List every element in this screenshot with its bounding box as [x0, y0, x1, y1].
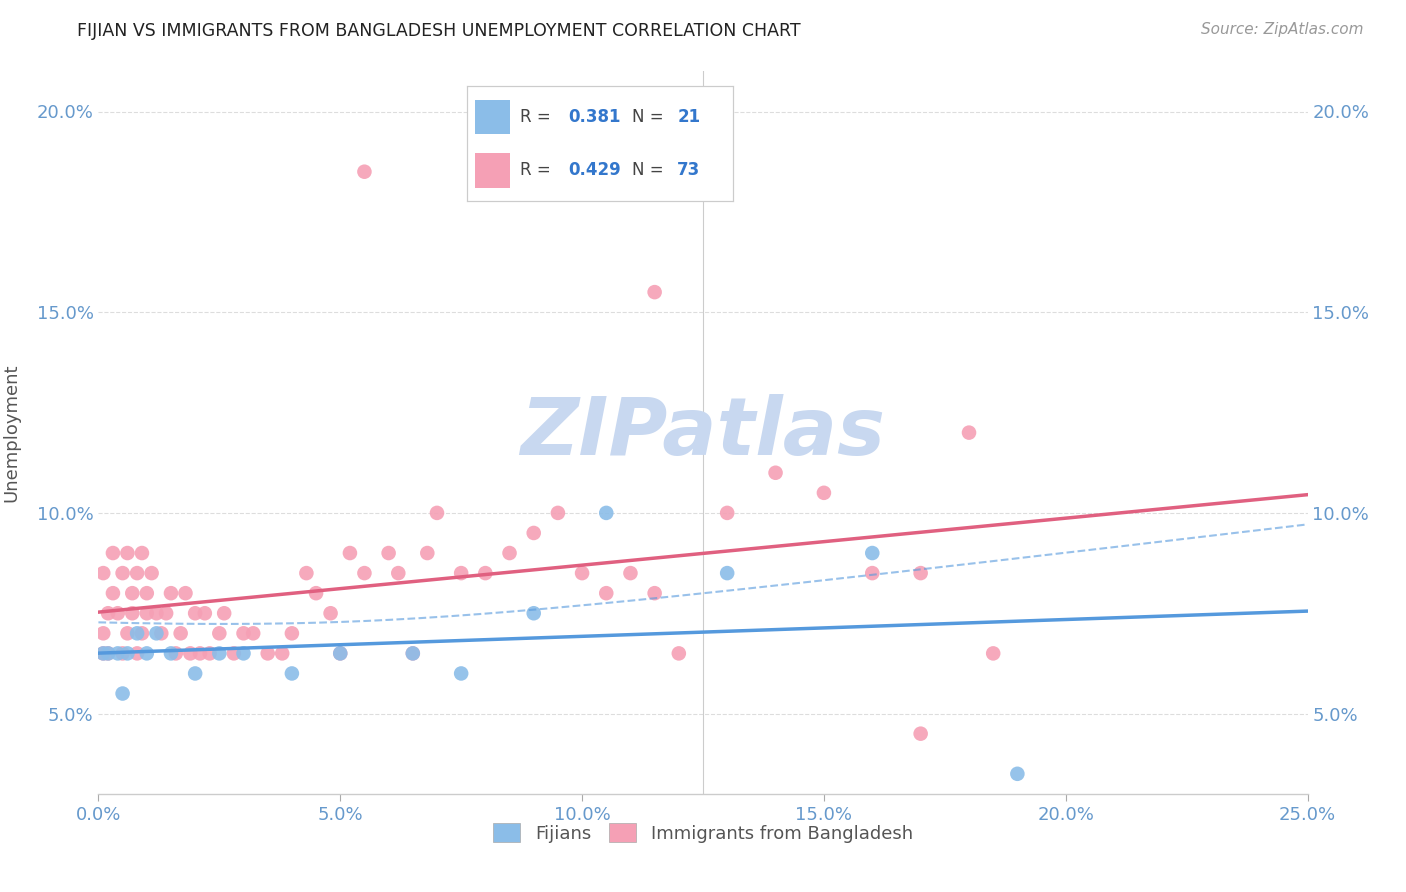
Point	[97, 646, 120, 660]
Text: Source: ZipAtlas.com: Source: ZipAtlas.com	[1201, 22, 1364, 37]
Point	[127, 626, 149, 640]
Point	[184, 607, 207, 621]
Point	[271, 646, 294, 660]
Legend: Fijians, Immigrants from Bangladesh: Fijians, Immigrants from Bangladesh	[486, 816, 920, 850]
Point	[232, 626, 254, 640]
Point	[91, 646, 114, 660]
Text: FIJIAN VS IMMIGRANTS FROM BANGLADESH UNEMPLOYMENT CORRELATION CHART: FIJIAN VS IMMIGRANTS FROM BANGLADESH UNE…	[77, 22, 801, 40]
Point	[450, 566, 472, 581]
Point	[619, 566, 641, 581]
Point	[127, 646, 149, 660]
Point	[101, 546, 124, 560]
Point	[813, 486, 835, 500]
Point	[141, 566, 163, 581]
Point	[281, 666, 304, 681]
Point	[165, 646, 187, 660]
Point	[595, 506, 617, 520]
Point	[111, 687, 134, 701]
Point	[121, 607, 143, 621]
Point	[474, 566, 496, 581]
Point	[97, 646, 120, 660]
Point	[174, 586, 197, 600]
Point	[450, 666, 472, 681]
Point	[765, 466, 787, 480]
Point	[1007, 766, 1029, 781]
Point	[212, 607, 235, 621]
Point	[145, 626, 167, 640]
Point	[198, 646, 221, 660]
Point	[644, 285, 666, 300]
Point	[256, 646, 278, 660]
Point	[957, 425, 980, 440]
Point	[281, 626, 304, 640]
Point	[91, 566, 114, 581]
Point	[179, 646, 201, 660]
Point	[155, 607, 177, 621]
Point	[377, 546, 399, 560]
Point	[232, 646, 254, 660]
Point	[222, 646, 245, 660]
Point	[91, 646, 114, 660]
Point	[860, 546, 883, 560]
Point	[91, 626, 114, 640]
Point	[135, 607, 157, 621]
Point	[498, 546, 520, 560]
Point	[595, 586, 617, 600]
Point	[111, 566, 134, 581]
Point	[97, 607, 120, 621]
Point	[547, 506, 569, 520]
Point	[319, 607, 342, 621]
Point	[160, 646, 183, 660]
Point	[860, 566, 883, 581]
Point	[329, 646, 352, 660]
Point	[117, 626, 139, 640]
Point	[305, 586, 328, 600]
Point	[111, 646, 134, 660]
Point	[184, 666, 207, 681]
Point	[131, 626, 153, 640]
Point	[329, 646, 352, 660]
Point	[194, 607, 217, 621]
Point	[416, 546, 439, 560]
Point	[242, 626, 264, 640]
Point	[135, 646, 157, 660]
Point	[101, 586, 124, 600]
Point	[135, 586, 157, 600]
Point	[426, 506, 449, 520]
Point	[910, 566, 932, 581]
Point	[523, 526, 546, 541]
Point	[353, 164, 375, 178]
Point	[339, 546, 361, 560]
Point	[160, 586, 183, 600]
Point	[402, 646, 425, 660]
Point	[716, 506, 738, 520]
Point	[571, 566, 593, 581]
Point	[644, 586, 666, 600]
Point	[353, 566, 375, 581]
Text: ZIPatlas: ZIPatlas	[520, 393, 886, 472]
Point	[716, 566, 738, 581]
Y-axis label: Unemployment: Unemployment	[1, 363, 20, 502]
Point	[523, 607, 546, 621]
Point	[145, 607, 167, 621]
Point	[117, 546, 139, 560]
Point	[981, 646, 1004, 660]
Point	[150, 626, 173, 640]
Point	[208, 626, 231, 640]
Point	[668, 646, 690, 660]
Point	[169, 626, 191, 640]
Point	[910, 726, 932, 740]
Point	[127, 566, 149, 581]
Point	[402, 646, 425, 660]
Point	[107, 646, 129, 660]
Point	[188, 646, 211, 660]
Point	[107, 607, 129, 621]
Point	[387, 566, 409, 581]
Point	[117, 646, 139, 660]
Point	[295, 566, 318, 581]
Point	[131, 546, 153, 560]
Point	[121, 586, 143, 600]
Point	[208, 646, 231, 660]
